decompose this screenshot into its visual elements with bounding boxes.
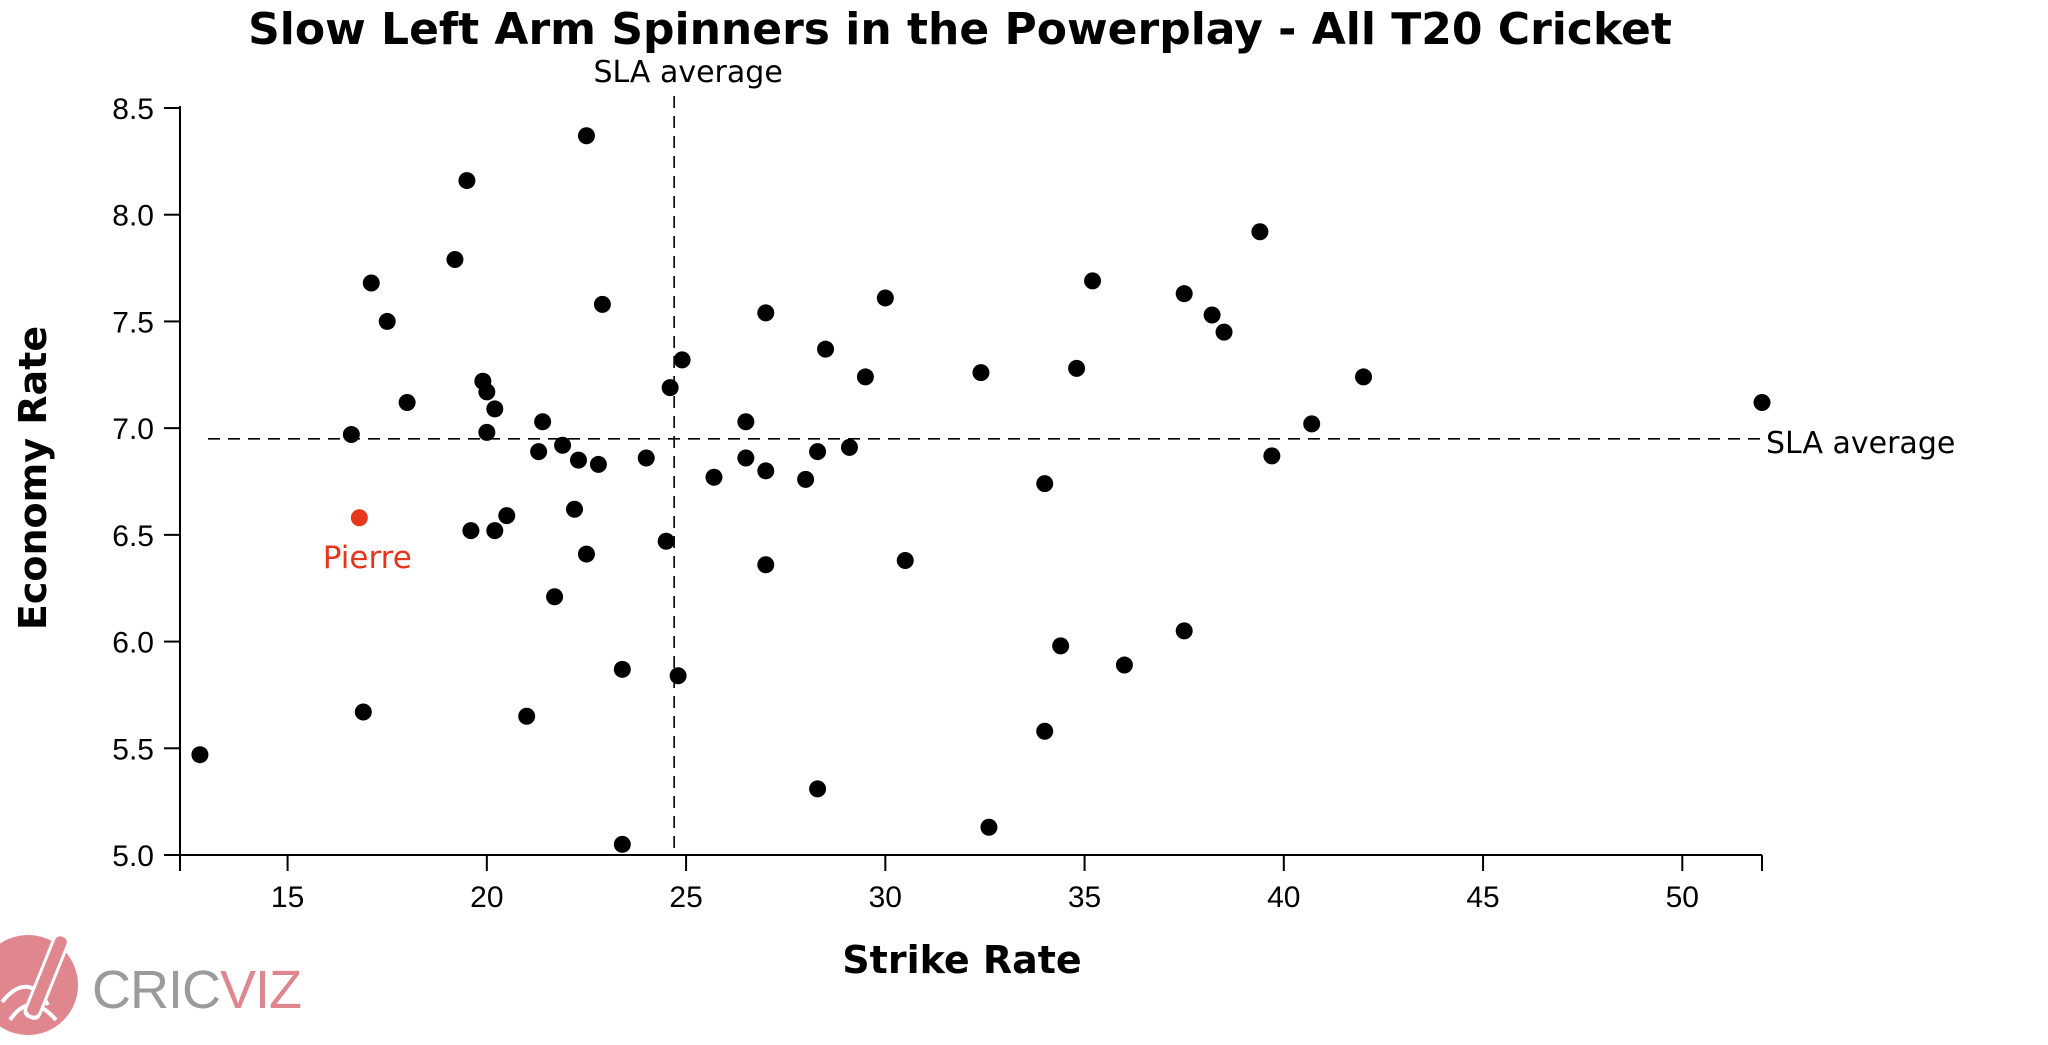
data-point <box>856 368 874 386</box>
data-point <box>486 400 504 418</box>
data-point <box>589 455 607 473</box>
data-point <box>1084 272 1102 290</box>
data-point <box>577 545 595 563</box>
x-tick-label: 15 <box>271 881 304 914</box>
highlight-group: Pierre <box>323 509 412 576</box>
cricviz-logo: CRICVIZ <box>0 932 302 1035</box>
y-tick-label: 8.0 <box>112 200 154 233</box>
logo-text-viz: VIZ <box>220 960 301 1020</box>
data-point <box>1753 394 1771 412</box>
data-point <box>191 746 209 764</box>
highlight-point <box>350 509 368 527</box>
data-point <box>458 172 476 190</box>
data-point <box>446 251 464 269</box>
data-point <box>1036 722 1054 740</box>
x-tick-label: 25 <box>669 881 702 914</box>
sla-average-vertical-label: SLA average <box>593 55 782 90</box>
data-point <box>518 707 536 725</box>
y-tick-label: 7.0 <box>112 413 154 446</box>
reference-lines: SLA average SLA average <box>208 55 1955 855</box>
x-tick-label: 40 <box>1267 881 1300 914</box>
highlight-label: Pierre <box>323 540 412 576</box>
x-tick-label: 45 <box>1466 881 1499 914</box>
data-point <box>1263 447 1281 465</box>
data-point <box>737 449 755 467</box>
data-point <box>1175 285 1193 303</box>
data-point <box>757 304 775 322</box>
data-point <box>637 449 655 467</box>
data-point <box>1215 323 1233 341</box>
x-tick-label: 20 <box>470 881 503 914</box>
data-points <box>191 127 1771 853</box>
data-point <box>809 780 827 798</box>
logo-text: CRICVIZ <box>92 960 301 1020</box>
data-point <box>673 351 691 369</box>
data-point <box>657 532 675 550</box>
data-point <box>569 451 587 469</box>
data-point <box>840 438 858 456</box>
data-point <box>1052 637 1070 655</box>
data-point <box>757 556 775 574</box>
data-point <box>342 426 360 444</box>
data-point <box>613 660 631 678</box>
data-point <box>661 379 679 397</box>
data-point <box>797 470 815 488</box>
data-point <box>1303 415 1321 433</box>
plot-area: 15 20 25 30 35 40 45 50 5.0 5.5 6.0 6.5 7.0 7.5 8.0 8.… <box>112 55 1955 914</box>
data-point <box>593 295 611 313</box>
data-point <box>534 413 552 431</box>
y-axis-title: Economy Rate <box>11 326 55 630</box>
data-point <box>1355 368 1373 386</box>
data-point <box>362 274 380 292</box>
y-tick-label: 6.5 <box>112 520 154 553</box>
data-point <box>1068 359 1086 377</box>
data-point <box>478 423 496 441</box>
data-point <box>896 551 914 569</box>
x-axis-title: Strike Rate <box>842 938 1081 982</box>
logo-text-cric: CRIC <box>92 960 220 1020</box>
data-point <box>669 667 687 685</box>
data-point <box>462 522 480 540</box>
y-tick-label: 8.5 <box>112 93 154 126</box>
x-tick-label: 30 <box>869 881 902 914</box>
sla-average-horizontal-label: SLA average <box>1766 426 1955 461</box>
data-point <box>876 289 894 307</box>
data-point <box>398 394 416 412</box>
data-point <box>354 703 372 721</box>
data-point <box>566 500 584 518</box>
y-axis-ticks: 5.0 5.5 6.0 6.5 7.0 7.5 8.0 8.5 <box>112 93 180 873</box>
data-point <box>554 436 572 454</box>
x-tick-label: 50 <box>1666 881 1699 914</box>
data-point <box>705 468 723 486</box>
data-point <box>498 507 516 525</box>
data-point <box>478 383 496 401</box>
y-tick-label: 5.0 <box>112 840 154 873</box>
x-tick-label: 35 <box>1068 881 1101 914</box>
chart-title: Slow Left Arm Spinners in the Powerplay … <box>248 4 1672 55</box>
cricket-ball-bat-icon <box>0 932 78 1035</box>
data-point <box>809 443 827 461</box>
x-axis-ticks: 15 20 25 30 35 40 45 50 <box>179 855 1763 914</box>
data-point <box>1115 656 1133 674</box>
data-point <box>378 312 396 330</box>
y-tick-label: 5.5 <box>112 733 154 766</box>
data-point <box>980 818 998 836</box>
data-point <box>546 588 564 606</box>
y-tick-label: 7.5 <box>112 306 154 339</box>
data-point <box>613 835 631 853</box>
data-point <box>737 413 755 431</box>
data-point <box>972 364 990 382</box>
data-point <box>577 127 595 145</box>
y-tick-label: 6.0 <box>112 627 154 660</box>
data-point <box>1175 622 1193 640</box>
data-point <box>1203 306 1221 324</box>
data-point <box>1036 475 1054 493</box>
data-point <box>530 443 548 461</box>
data-point <box>817 340 835 358</box>
data-point <box>1251 223 1269 241</box>
data-point <box>486 522 504 540</box>
data-point <box>757 462 775 480</box>
